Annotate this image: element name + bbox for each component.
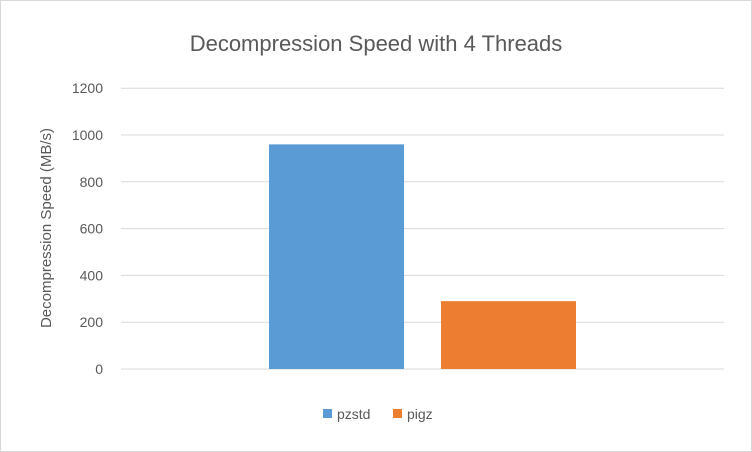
bar-pzstd [269, 144, 404, 369]
y-tick-label: 200 [80, 314, 104, 330]
legend-label-pzstd: pzstd [337, 406, 370, 422]
y-tick-label: 400 [80, 267, 104, 283]
legend-swatch-pigz [393, 409, 402, 418]
bar-pigz [441, 301, 576, 369]
legend-swatch-pzstd [323, 409, 332, 418]
y-axis-label: Decompression Speed (MB/s) [38, 128, 55, 328]
y-tick-label: 800 [80, 174, 104, 190]
y-tick-label: 600 [80, 221, 104, 237]
y-tick-label: 1200 [72, 80, 103, 96]
chart-title: Decompression Speed with 4 Threads [190, 31, 563, 56]
y-tick-label: 0 [95, 361, 103, 377]
y-tick-label: 1000 [72, 127, 103, 143]
legend-label-pigz: pigz [407, 406, 433, 422]
